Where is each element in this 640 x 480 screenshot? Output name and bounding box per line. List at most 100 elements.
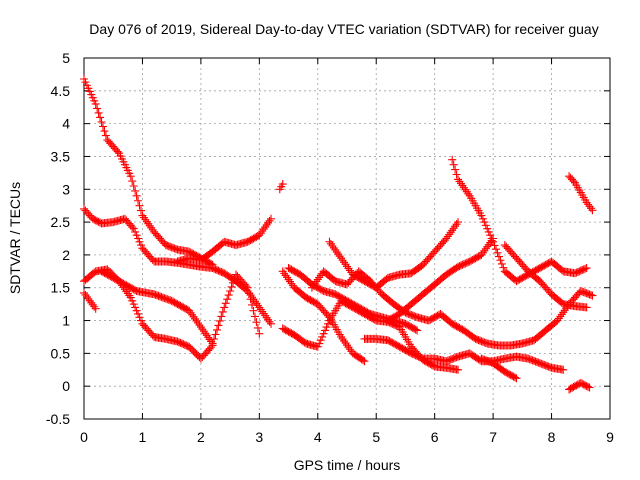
- data-point: [451, 165, 460, 174]
- series-arc-6: [173, 214, 276, 266]
- data-point: [278, 180, 287, 189]
- data-point: [319, 329, 328, 338]
- data-point: [185, 306, 194, 315]
- data-point: [100, 127, 109, 136]
- data-point: [220, 303, 229, 312]
- data-point: [458, 181, 467, 190]
- data-point: [147, 223, 156, 232]
- data-point: [258, 227, 267, 236]
- data-point: [135, 313, 144, 322]
- data-point: [462, 187, 471, 196]
- data-point: [261, 223, 270, 232]
- data-point: [588, 206, 597, 215]
- data-point: [265, 317, 274, 326]
- data-point: [255, 329, 264, 338]
- data-point: [286, 277, 295, 286]
- data-point: [559, 365, 568, 374]
- data-point: [283, 273, 292, 282]
- data-point: [259, 225, 268, 234]
- data-point: [585, 383, 594, 392]
- data-point: [252, 299, 261, 308]
- data-point: [256, 229, 265, 238]
- data-point: [334, 250, 343, 259]
- x-tick-label: 9: [606, 429, 614, 445]
- data-point: [307, 283, 316, 292]
- data-point: [489, 237, 498, 246]
- data-point: [126, 293, 135, 302]
- data-point: [101, 131, 110, 140]
- data-point: [454, 175, 463, 184]
- y-tick-label: 3.5: [51, 148, 71, 164]
- data-point: [461, 185, 470, 194]
- data-point: [202, 331, 211, 340]
- data-point: [132, 306, 141, 315]
- series-arc-12: [325, 218, 463, 292]
- data-point: [126, 172, 135, 181]
- data-point: [559, 308, 568, 317]
- data-point: [480, 246, 489, 255]
- data-point: [480, 218, 489, 227]
- series-arc-15: [448, 155, 591, 286]
- tick-layer: 0 1 2 3 4 5 6 7 8 9 -0.5 0 0.5 1 1.5 2 2.5 3 3.5 4 4.5 5: [46, 50, 614, 445]
- data-point: [131, 186, 140, 195]
- data-point: [318, 332, 327, 341]
- data-point: [129, 300, 138, 309]
- data-point: [454, 365, 463, 374]
- data-point: [245, 289, 254, 298]
- data-point: [497, 259, 506, 268]
- data-point: [264, 315, 273, 324]
- data-point: [321, 326, 330, 335]
- data-point: [477, 250, 486, 259]
- data-point: [588, 291, 597, 300]
- data-point: [494, 252, 503, 261]
- data-point: [493, 248, 502, 257]
- data-point: [258, 307, 267, 316]
- data-point: [134, 309, 143, 318]
- y-tick-label: 4: [62, 116, 70, 132]
- data-point: [315, 339, 324, 348]
- series-arc-18: [477, 354, 521, 383]
- data-point: [413, 326, 422, 335]
- y-tick-label: 3: [62, 181, 70, 197]
- data-point: [252, 318, 261, 327]
- series-arc-16: [436, 287, 597, 350]
- data-point: [98, 122, 107, 131]
- data-point: [452, 170, 461, 179]
- data-point: [215, 316, 224, 325]
- data-point: [192, 316, 201, 325]
- data-point: [255, 303, 264, 312]
- data-point: [490, 241, 499, 250]
- data-point: [411, 325, 420, 334]
- data-point: [141, 215, 150, 224]
- data-point: [129, 224, 138, 233]
- data-point: [492, 245, 501, 254]
- data-point: [208, 339, 217, 348]
- series-arc-17: [500, 241, 591, 312]
- data-point: [243, 283, 252, 292]
- data-point: [449, 160, 458, 169]
- data-point: [97, 117, 106, 126]
- data-point: [278, 267, 287, 276]
- data-point: [315, 273, 324, 282]
- data-point: [459, 183, 468, 192]
- data-point: [142, 217, 151, 226]
- data-point: [125, 291, 134, 300]
- data-point: [331, 245, 340, 254]
- data-point: [214, 321, 223, 330]
- data-point: [335, 252, 344, 261]
- data-point: [587, 291, 596, 300]
- series-arc-7: [275, 180, 287, 194]
- data-point: [255, 231, 264, 240]
- data-point: [198, 325, 207, 334]
- data-point: [129, 181, 138, 190]
- data-point: [144, 219, 153, 228]
- x-tick-label: 3: [255, 429, 263, 445]
- plot-frame: [83, 57, 611, 420]
- data-point: [191, 314, 200, 323]
- data-point: [218, 307, 227, 316]
- data-point: [139, 213, 148, 222]
- data-point: [481, 221, 490, 230]
- data-point: [287, 279, 296, 288]
